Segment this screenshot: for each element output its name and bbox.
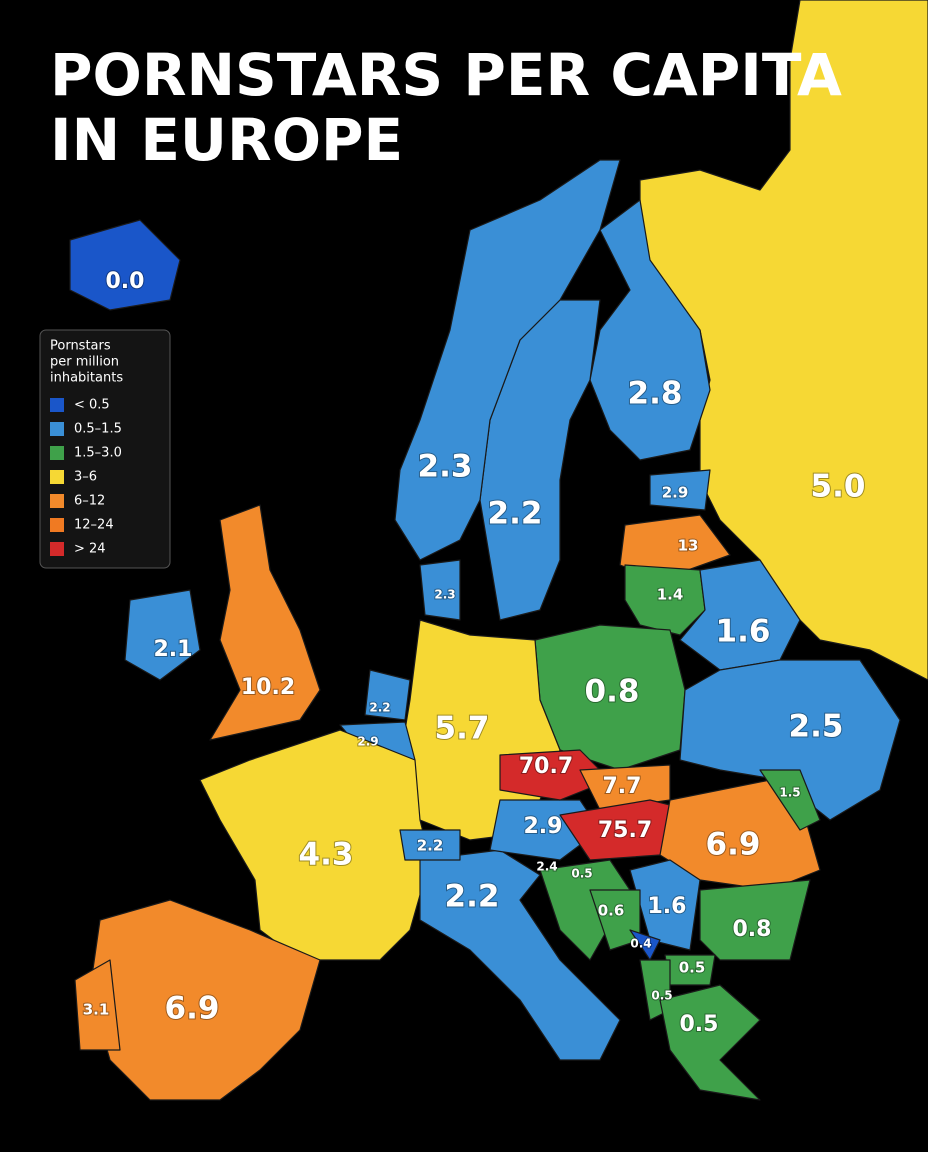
legend-swatch xyxy=(50,398,64,412)
region-value: 1.6 xyxy=(716,614,771,650)
region-value: 2.9 xyxy=(662,484,689,502)
country xyxy=(419,559,461,621)
region-value: 6.9 xyxy=(706,827,761,863)
legend-label: 3–6 xyxy=(74,470,97,485)
region-value: 2.3 xyxy=(434,588,455,602)
legend-label: 1.5–3.0 xyxy=(74,446,122,461)
region-value: 2.8 xyxy=(628,376,683,412)
country xyxy=(419,849,621,1061)
region-value: 75.7 xyxy=(598,818,652,843)
country xyxy=(499,749,611,801)
legend-label: 0.5–1.5 xyxy=(74,422,122,437)
region-value: 2.2 xyxy=(445,879,500,915)
country xyxy=(649,469,711,511)
region-value: 1.4 xyxy=(657,586,684,604)
region-value: 2.9 xyxy=(357,735,378,749)
country xyxy=(209,504,321,741)
region-value: 5.7 xyxy=(435,711,490,747)
country xyxy=(69,219,181,311)
region-value: 0.5 xyxy=(571,867,592,881)
legend-label: 12–24 xyxy=(74,518,114,533)
legend: Pornstars per million inhabitants < 0.5 0… xyxy=(39,329,171,569)
region-value: 1.5 xyxy=(779,786,800,800)
region-value: 0.4 xyxy=(630,937,651,951)
region-value: 4.3 xyxy=(299,837,354,873)
legend-title: inhabitants xyxy=(50,371,123,386)
title-line: PORNSTARS PER CAPITA xyxy=(50,41,842,109)
region-value: 1.6 xyxy=(648,894,687,919)
country xyxy=(659,984,761,1101)
legend-title: Pornstars xyxy=(50,339,111,354)
legend-swatch xyxy=(50,542,64,556)
region-labels: 0.0 2.3 2.2 2.8 5.0 2.9 13 1.4 1.6 2.3 2… xyxy=(82,268,867,1038)
region-value: 2.5 xyxy=(789,709,844,745)
country xyxy=(364,669,411,721)
region-value: 0.5 xyxy=(680,1012,719,1037)
region-value: 5.0 xyxy=(811,469,866,505)
country xyxy=(394,159,621,561)
legend-swatch xyxy=(50,470,64,484)
region-value: 3.1 xyxy=(83,1001,110,1019)
region-value: 2.9 xyxy=(524,814,563,839)
legend-swatch xyxy=(50,518,64,532)
country xyxy=(199,729,431,961)
legend-swatch xyxy=(50,446,64,460)
country xyxy=(124,589,201,681)
region-value: 2.3 xyxy=(418,449,473,485)
region-value: 2.4 xyxy=(536,860,557,874)
region-value: 2.1 xyxy=(154,637,193,662)
country xyxy=(629,859,701,951)
region-value: 0.5 xyxy=(679,959,706,977)
countries xyxy=(69,0,928,1101)
region-value: 2.2 xyxy=(417,837,444,855)
title-line: IN EUROPE xyxy=(50,106,403,174)
region-value: 70.7 xyxy=(519,754,573,779)
region-value: 10.2 xyxy=(241,675,295,700)
country xyxy=(629,929,661,961)
country xyxy=(699,879,811,961)
country xyxy=(74,959,121,1051)
country xyxy=(589,199,711,461)
country xyxy=(619,514,731,581)
country xyxy=(759,769,821,831)
region-value: 0.0 xyxy=(106,269,145,294)
legend-swatch xyxy=(50,494,64,508)
legend-box xyxy=(39,329,171,569)
region-value: 0.5 xyxy=(651,989,672,1003)
region-value: 2.2 xyxy=(488,496,543,532)
legend-label: > 24 xyxy=(74,542,106,557)
legend-label: < 0.5 xyxy=(74,398,110,413)
region-value: 13 xyxy=(678,537,699,555)
country xyxy=(399,829,461,861)
region-value: 7.7 xyxy=(603,774,642,799)
legend-title: per million xyxy=(50,355,119,370)
region-value: 0.6 xyxy=(598,902,625,920)
region-value: 2.2 xyxy=(369,701,390,715)
region-value: 6.9 xyxy=(165,991,220,1027)
country xyxy=(679,659,901,821)
legend-swatch xyxy=(50,422,64,436)
region-value: 0.8 xyxy=(585,674,640,710)
region-value: 0.8 xyxy=(733,917,772,942)
legend-label: 6–12 xyxy=(74,494,105,509)
